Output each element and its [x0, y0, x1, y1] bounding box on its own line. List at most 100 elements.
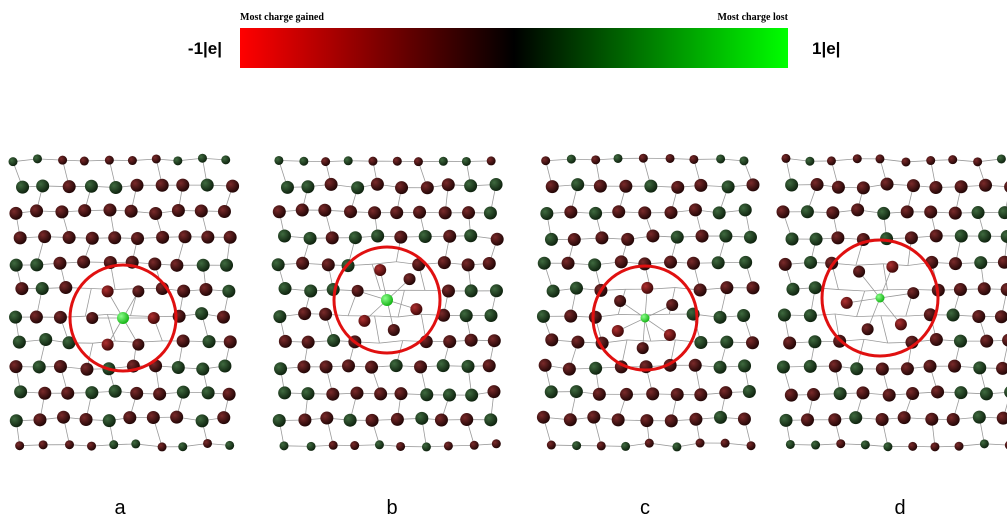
atom	[645, 439, 654, 448]
atom	[980, 439, 989, 448]
atom	[998, 206, 1007, 219]
atom	[439, 157, 448, 166]
atom	[785, 179, 798, 192]
atom	[570, 282, 583, 295]
atom	[955, 180, 968, 193]
atom	[39, 440, 48, 449]
figure: Most charge gained Most charge lost -1|e…	[0, 0, 1007, 521]
atom	[442, 178, 455, 191]
atom	[694, 284, 707, 297]
atom	[443, 389, 456, 402]
atom	[973, 361, 986, 374]
atom	[218, 360, 231, 373]
atom	[974, 256, 987, 269]
atom	[811, 178, 824, 191]
atom	[924, 360, 937, 373]
atom	[615, 255, 628, 268]
structure-panel: b	[272, 156, 504, 519]
atom	[487, 385, 500, 398]
atom	[318, 204, 331, 217]
atom	[689, 359, 702, 372]
atom	[895, 318, 907, 330]
atom	[172, 361, 185, 374]
structures: abcd	[9, 154, 1007, 519]
atom	[954, 386, 967, 399]
atom	[153, 388, 166, 401]
atom	[297, 360, 310, 373]
atom	[539, 359, 552, 372]
atom	[949, 257, 962, 270]
atom	[419, 230, 432, 243]
atom	[54, 360, 67, 373]
atom	[666, 299, 678, 311]
bond	[85, 288, 91, 316]
atom	[850, 362, 863, 375]
bonds	[543, 158, 753, 447]
atom	[640, 414, 653, 427]
atom	[320, 360, 333, 373]
atom	[390, 206, 403, 219]
atom	[80, 157, 89, 166]
atom	[464, 229, 477, 242]
atom	[132, 285, 144, 297]
atom	[395, 181, 408, 194]
atom	[786, 232, 799, 245]
atom	[410, 303, 422, 315]
atom	[954, 283, 967, 296]
atom	[131, 439, 140, 448]
atom	[488, 334, 501, 347]
atom	[320, 412, 333, 425]
atom	[564, 206, 577, 219]
atom	[739, 203, 752, 216]
atom	[490, 284, 503, 297]
atom	[86, 312, 98, 324]
atom	[547, 441, 556, 450]
atom	[109, 440, 118, 449]
atom	[201, 231, 214, 244]
panel-label: a	[114, 497, 126, 519]
atom	[901, 157, 910, 166]
atom	[202, 386, 215, 399]
atom	[296, 204, 309, 217]
atom	[217, 311, 230, 324]
atom	[671, 388, 684, 401]
atom	[301, 180, 314, 193]
atom	[849, 411, 862, 424]
atom	[57, 411, 70, 424]
atom	[278, 229, 291, 242]
atom	[299, 157, 308, 166]
atom	[63, 180, 76, 193]
atom	[396, 442, 405, 451]
atom	[178, 230, 191, 243]
colorbar-left-caption: Most charge gained	[240, 12, 324, 23]
atom	[393, 157, 402, 166]
atom	[201, 179, 214, 192]
atom	[33, 154, 42, 163]
structure-panel: a	[9, 154, 240, 519]
atom	[979, 179, 992, 192]
atom	[319, 308, 332, 321]
atom	[444, 441, 453, 450]
atom	[719, 386, 732, 399]
atom	[666, 154, 675, 163]
atom	[197, 259, 210, 272]
atom	[156, 179, 169, 192]
atom	[9, 207, 22, 220]
atom	[326, 231, 339, 244]
atom	[801, 413, 814, 426]
atom	[368, 157, 377, 166]
atom	[147, 411, 160, 424]
atom	[997, 412, 1007, 425]
bonds	[13, 158, 233, 447]
atom	[831, 231, 844, 244]
atom	[33, 413, 46, 426]
atom	[491, 233, 504, 246]
atom	[594, 180, 607, 193]
atom	[156, 231, 169, 244]
atom	[30, 258, 43, 271]
atom	[86, 232, 99, 245]
atom	[196, 363, 209, 376]
atom	[196, 414, 209, 427]
atom	[978, 230, 991, 243]
panel-label: b	[386, 497, 397, 519]
